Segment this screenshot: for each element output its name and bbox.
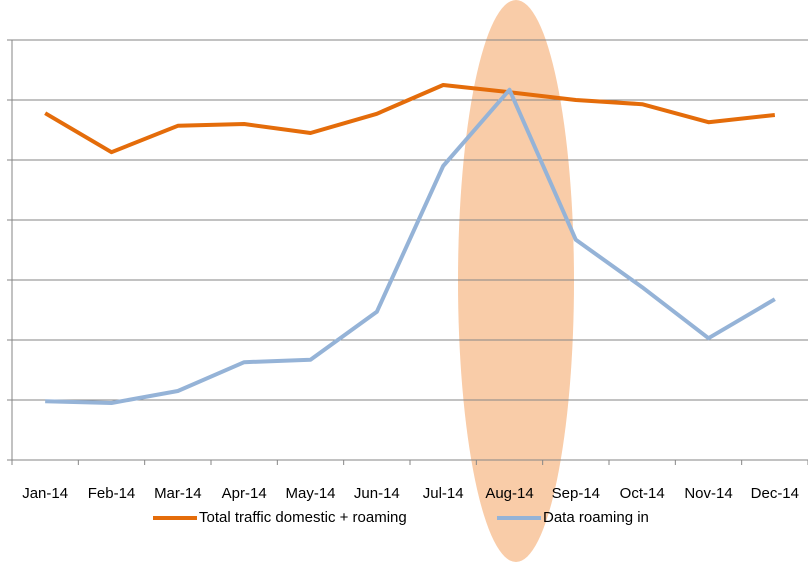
x-tick-label: Dec-14 <box>751 485 799 502</box>
x-tick-label: Oct-14 <box>620 485 665 502</box>
x-tick-label: Jul-14 <box>423 485 464 502</box>
x-tick-label: Feb-14 <box>88 485 136 502</box>
x-tick-label: Sep-14 <box>552 485 600 502</box>
x-tick-label: Jan-14 <box>22 485 68 502</box>
x-tick-label: May-14 <box>285 485 335 502</box>
x-tick-label: Jun-14 <box>354 485 400 502</box>
series-line <box>45 87 776 405</box>
x-tick-label: Nov-14 <box>684 485 732 502</box>
legend-label: Data roaming in <box>543 509 649 526</box>
highlight-ellipse <box>458 0 574 562</box>
series-line <box>44 83 776 155</box>
x-tick-label: Mar-14 <box>154 485 202 502</box>
x-tick-label: Apr-14 <box>222 485 267 502</box>
x-tick-label: Aug-14 <box>485 485 533 502</box>
legend-label: Total traffic domestic + roaming <box>199 509 407 526</box>
